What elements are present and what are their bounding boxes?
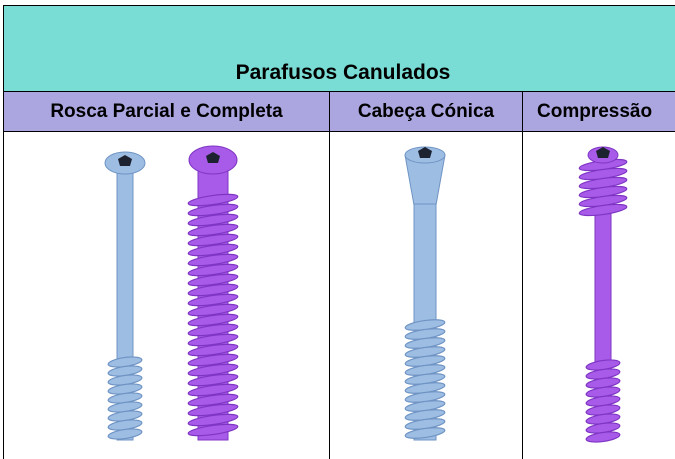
screw-thread — [187, 393, 239, 407]
screw-thread — [187, 383, 239, 397]
screw-thread — [187, 343, 239, 357]
screw-drive — [206, 152, 220, 163]
screw-thread — [404, 427, 446, 439]
screw-thread — [187, 233, 239, 247]
column-header: Rosca Parcial e Completa — [3, 91, 330, 132]
screw-drive — [418, 147, 432, 158]
screw-thread — [187, 193, 239, 207]
screw-thread — [187, 423, 239, 437]
screw-thread — [187, 243, 239, 257]
screw-thread — [187, 203, 239, 217]
column-header: Compressão — [522, 91, 675, 132]
screw-thread — [187, 273, 239, 287]
screw-thread — [187, 313, 239, 327]
screw-thread — [187, 363, 239, 377]
screw-thread — [585, 431, 621, 443]
screw-thread — [187, 263, 239, 277]
screw-thread — [187, 223, 239, 237]
image-cell — [3, 131, 330, 459]
screw-thread — [187, 303, 239, 317]
screw-thread — [187, 373, 239, 387]
screw-thread — [187, 283, 239, 297]
screw-thread — [187, 333, 239, 347]
screw-thread — [187, 323, 239, 337]
screw-thread — [187, 293, 239, 307]
screw-thread — [187, 403, 239, 417]
screw-thread — [187, 253, 239, 267]
screw-thread — [187, 413, 239, 427]
column-header: Cabeça Cónica — [329, 91, 523, 132]
screw-drive — [596, 147, 610, 158]
screw-thread — [578, 203, 628, 217]
screw-drive — [118, 155, 132, 166]
screw-thread — [187, 213, 239, 227]
screw-thread — [187, 353, 239, 367]
screw-thread — [107, 428, 143, 440]
table-title: Parafusos Canulados — [3, 5, 675, 92]
